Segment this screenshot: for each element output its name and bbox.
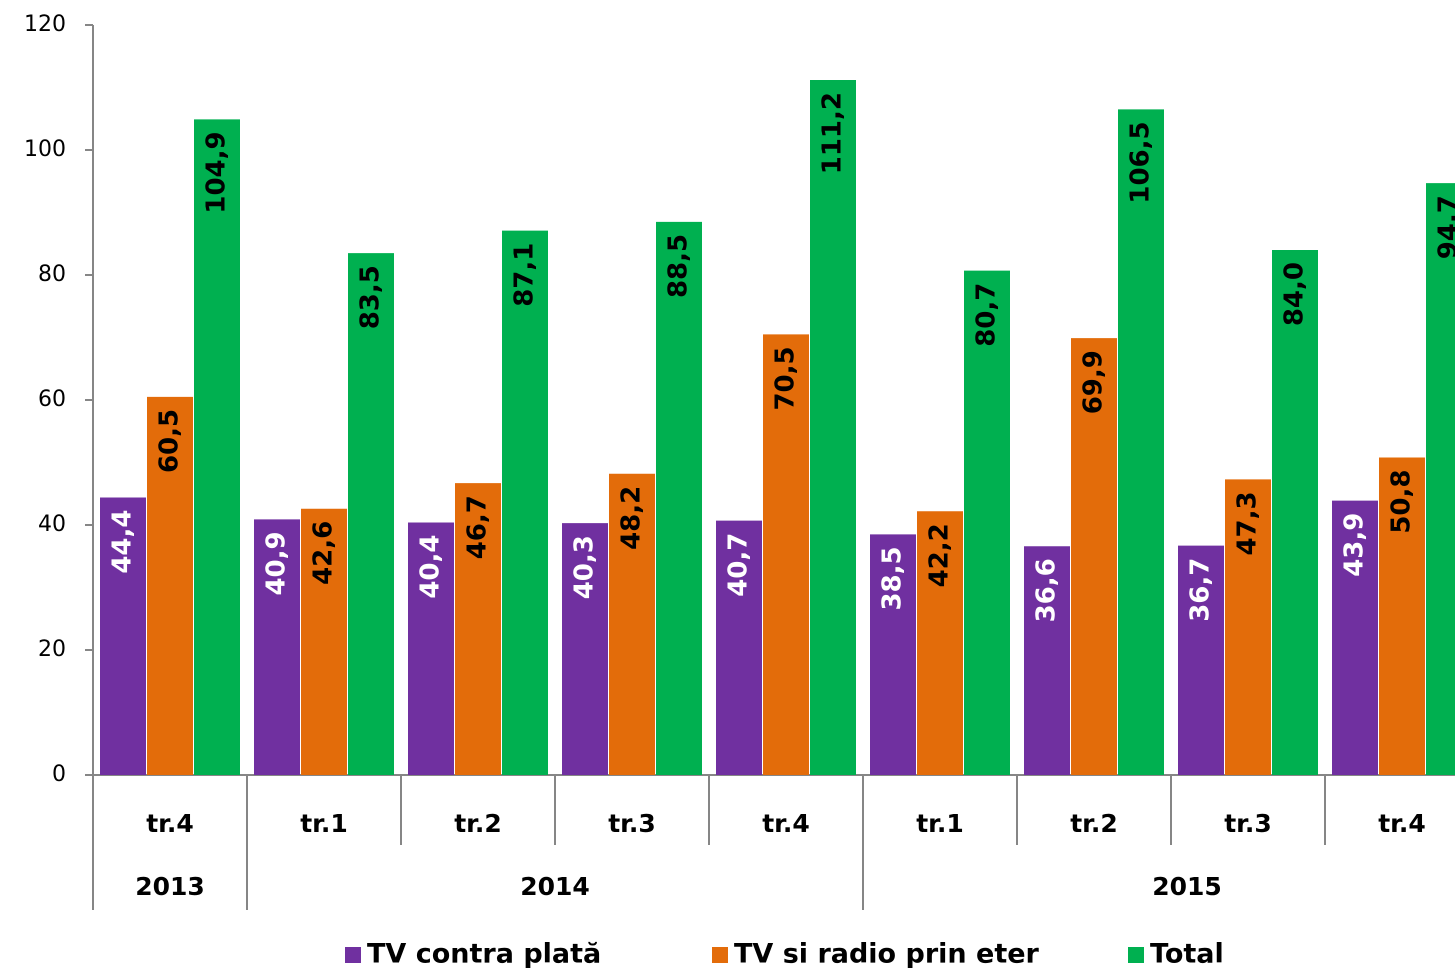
bar bbox=[502, 230, 548, 775]
value-label: 106,5 bbox=[1126, 121, 1156, 203]
bar bbox=[194, 119, 240, 775]
value-label: 40,7 bbox=[724, 533, 754, 597]
y-tick-label: 100 bbox=[24, 137, 66, 162]
bar bbox=[1024, 546, 1070, 775]
bar bbox=[455, 483, 501, 775]
value-label: 104,9 bbox=[202, 131, 232, 213]
value-label: 69,9 bbox=[1079, 350, 1109, 414]
legend-swatch bbox=[712, 947, 728, 963]
bar bbox=[1118, 109, 1164, 775]
legend-label: Total bbox=[1150, 939, 1224, 970]
y-tick-label: 120 bbox=[24, 12, 66, 37]
legend-swatch bbox=[345, 947, 361, 963]
value-label: 83,5 bbox=[356, 265, 386, 329]
value-label: 84,0 bbox=[1280, 262, 1310, 326]
value-label: 42,2 bbox=[925, 523, 955, 587]
bar bbox=[609, 473, 655, 775]
value-label: 48,2 bbox=[617, 486, 647, 550]
bar bbox=[1178, 545, 1224, 775]
bar bbox=[763, 334, 809, 775]
bar bbox=[1332, 500, 1378, 775]
bar bbox=[100, 497, 146, 775]
x-tick-label: tr.1 bbox=[300, 809, 348, 838]
value-label: 60,5 bbox=[155, 409, 185, 473]
legend-label: TV si radio prin eter bbox=[734, 939, 1040, 970]
bar bbox=[254, 519, 300, 775]
bar bbox=[870, 534, 916, 775]
bar bbox=[1426, 183, 1455, 775]
value-label: 40,9 bbox=[262, 531, 292, 595]
group-label: 2013 bbox=[135, 872, 205, 901]
bar bbox=[716, 520, 762, 775]
y-tick-label: 20 bbox=[38, 637, 66, 662]
value-label: 87,1 bbox=[510, 243, 540, 307]
y-tick-label: 60 bbox=[38, 387, 66, 412]
x-tick-label: tr.4 bbox=[1378, 809, 1426, 838]
bar bbox=[147, 396, 193, 775]
y-tick-label: 80 bbox=[38, 262, 66, 287]
bar bbox=[656, 221, 702, 775]
bar bbox=[810, 80, 856, 775]
value-label: 43,9 bbox=[1340, 513, 1370, 577]
bar bbox=[964, 270, 1010, 775]
value-label: 94,7 bbox=[1434, 195, 1455, 259]
x-tick-label: tr.4 bbox=[146, 809, 194, 838]
x-tick-label: tr.3 bbox=[608, 809, 656, 838]
value-label: 42,6 bbox=[309, 521, 339, 585]
value-label: 47,3 bbox=[1233, 491, 1263, 555]
x-tick-label: tr.2 bbox=[1070, 809, 1118, 838]
x-tick-label: tr.1 bbox=[916, 809, 964, 838]
value-label: 88,5 bbox=[664, 234, 694, 298]
bar bbox=[562, 523, 608, 775]
bar bbox=[1272, 250, 1318, 775]
y-tick-label: 0 bbox=[52, 762, 66, 787]
bar bbox=[348, 253, 394, 775]
bar bbox=[1225, 479, 1271, 775]
bar bbox=[1379, 457, 1425, 775]
legend-swatch bbox=[1128, 947, 1144, 963]
x-tick-label: tr.3 bbox=[1224, 809, 1272, 838]
bar bbox=[408, 522, 454, 775]
value-label: 36,7 bbox=[1186, 558, 1216, 622]
bar bbox=[301, 508, 347, 775]
value-label: 40,4 bbox=[416, 535, 446, 599]
value-label: 36,6 bbox=[1032, 558, 1062, 622]
x-tick-label: tr.2 bbox=[454, 809, 502, 838]
legend-label: TV contra plată bbox=[367, 939, 601, 970]
value-label: 46,7 bbox=[463, 495, 493, 559]
group-label: 2015 bbox=[1152, 872, 1222, 901]
value-label: 111,2 bbox=[818, 92, 848, 174]
value-label: 44,4 bbox=[108, 510, 138, 574]
x-tick-label: tr.4 bbox=[762, 809, 810, 838]
bar bbox=[1071, 338, 1117, 775]
y-tick-label: 40 bbox=[38, 512, 66, 537]
value-label: 80,7 bbox=[972, 283, 1002, 347]
value-label: 38,5 bbox=[878, 546, 908, 610]
value-label: 40,3 bbox=[570, 535, 600, 599]
value-label: 50,8 bbox=[1387, 470, 1417, 534]
group-label: 2014 bbox=[520, 872, 590, 901]
value-label: 70,5 bbox=[771, 346, 801, 410]
bar bbox=[917, 511, 963, 775]
